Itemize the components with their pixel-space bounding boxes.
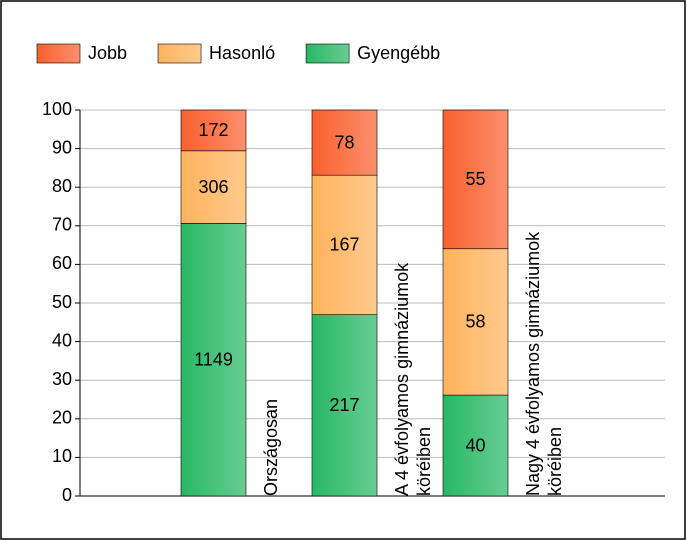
y-tick-label: 0 [62, 485, 72, 505]
y-tick-label: 10 [52, 446, 72, 466]
y-tick-label: 60 [52, 253, 72, 273]
bar-segment [180, 109, 247, 152]
legend-label: Gyengébb [357, 43, 440, 63]
legend-swatch [157, 43, 202, 64]
y-tick-label: 20 [52, 408, 72, 428]
bar-segment [442, 109, 509, 250]
y-tick-label: 100 [42, 99, 72, 119]
legend-label: Hasonló [209, 43, 275, 63]
data-label: 58 [465, 312, 485, 332]
x-tick-label: Nagy 4 évfolyamos gimnáziumok köréiben [523, 231, 565, 496]
bar-segment [180, 150, 247, 224]
data-label: 172 [198, 120, 228, 140]
data-label: 1149 [194, 349, 233, 369]
legend-swatch [305, 43, 350, 64]
data-label: 167 [329, 235, 359, 255]
y-tick-label: 30 [52, 369, 72, 389]
y-tick-label: 90 [52, 137, 72, 157]
data-label: 55 [465, 169, 485, 189]
y-tick-label: 50 [52, 292, 72, 312]
legend-label: Jobb [88, 43, 127, 63]
y-tick-label: 40 [52, 330, 72, 350]
legend-swatch [36, 43, 81, 64]
data-label: 40 [465, 435, 485, 455]
x-tick-label: Országosan [261, 399, 281, 496]
data-label: 217 [329, 395, 359, 415]
bar-segment [442, 248, 509, 396]
bar-segment [442, 394, 509, 497]
data-label: 78 [334, 132, 354, 152]
bar-segment [311, 109, 378, 176]
bar-segment [180, 223, 247, 497]
y-tick-label: 80 [52, 176, 72, 196]
bar-segment [311, 314, 378, 497]
x-tick-label: A 4 évfolyamos gimnáziumok köréiben [392, 262, 434, 496]
data-label: 306 [198, 177, 228, 197]
bar-segment [311, 174, 378, 315]
y-tick-label: 70 [52, 215, 72, 235]
